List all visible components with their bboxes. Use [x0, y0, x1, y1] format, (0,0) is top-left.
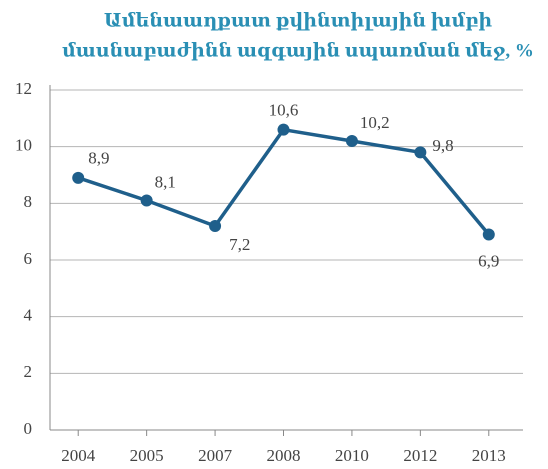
data-label: 7,2 — [229, 235, 250, 254]
point — [140, 194, 153, 207]
chart-title: մասնաբաժինն ազգային սպառման մեջ, % — [62, 40, 534, 61]
y-tick-label: 4 — [24, 306, 33, 325]
data-label: 10,2 — [360, 113, 390, 132]
x-tick-label: 2012 — [403, 446, 437, 465]
point — [414, 146, 427, 159]
x-tick-label: 2013 — [472, 446, 506, 465]
y-tick-label: 0 — [24, 419, 33, 438]
y-tick-label: 8 — [24, 192, 33, 211]
y-tick-label: 12 — [15, 79, 32, 98]
point — [72, 171, 85, 184]
data-label: 9,8 — [432, 136, 453, 155]
x-tick-label: 2008 — [267, 446, 301, 465]
x-tick-label: 2007 — [198, 446, 233, 465]
line — [77, 127, 491, 236]
data-label: 8,1 — [155, 172, 176, 191]
point — [345, 135, 358, 147]
point — [209, 220, 222, 232]
x-tick-label: 2010 — [335, 446, 369, 465]
y-tick-label: 6 — [24, 249, 33, 268]
data-label: 8,9 — [88, 149, 109, 168]
y-tick-label: 2 — [24, 362, 33, 381]
x-tick-label: 2004 — [61, 446, 96, 465]
chart-title: Ամենաաղքատ քվինտիլային խմբի — [104, 10, 493, 31]
y-tick-label: 10 — [15, 136, 32, 155]
point — [482, 228, 495, 241]
x-tick-label: 2005 — [130, 446, 164, 465]
data-label: 10,6 — [269, 101, 299, 120]
point — [277, 123, 290, 136]
data-label: 6,9 — [478, 251, 499, 270]
